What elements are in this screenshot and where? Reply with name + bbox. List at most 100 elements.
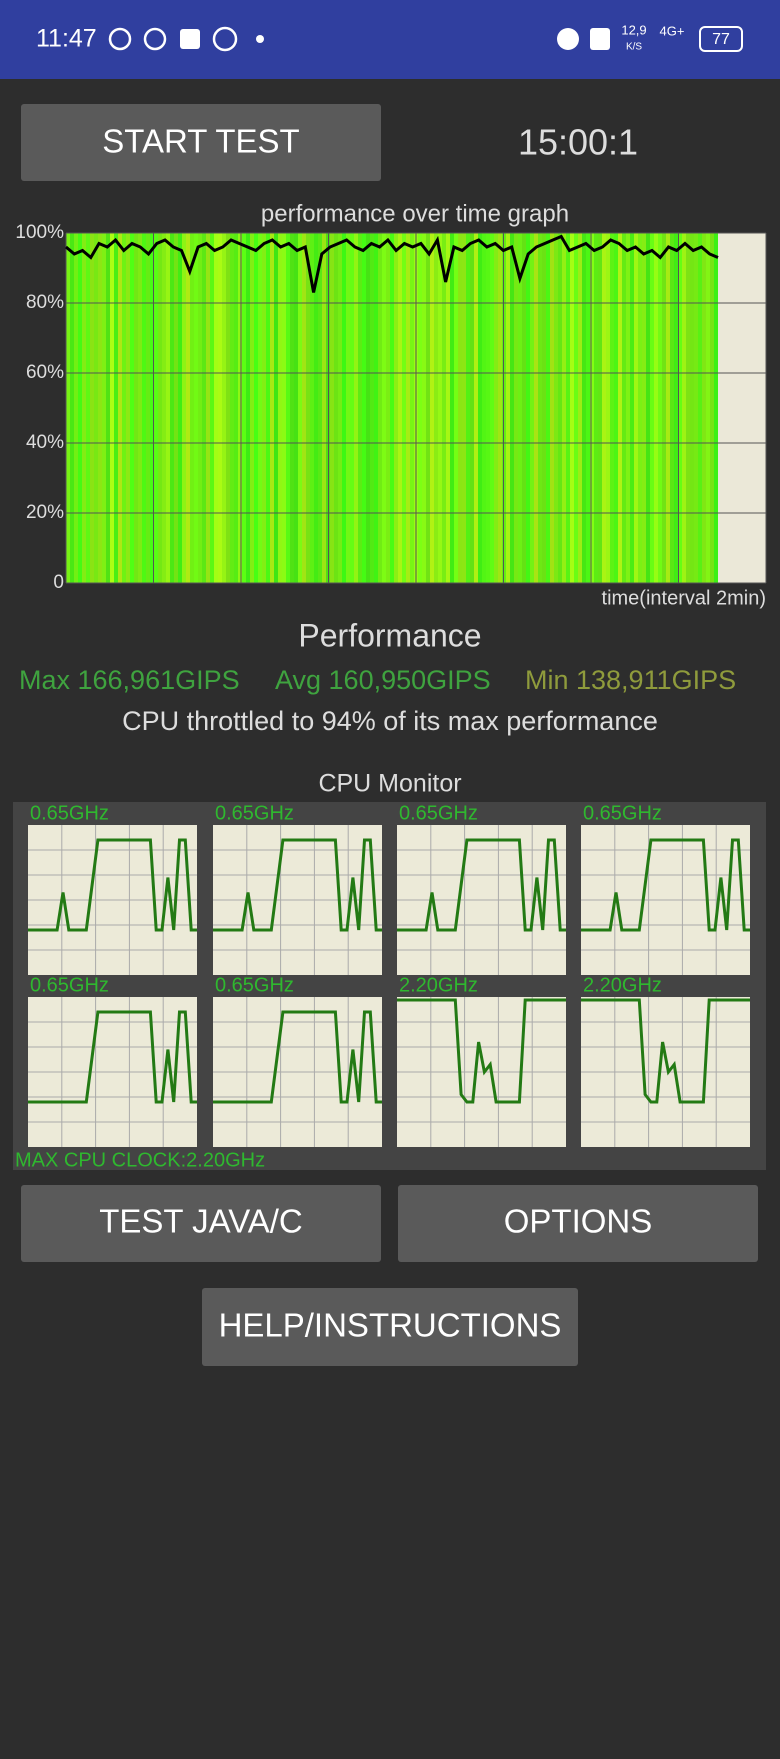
heat-stripe: [402, 233, 406, 583]
heat-stripe: [374, 233, 378, 583]
heat-stripe: [434, 233, 438, 583]
core-frequency: 0.65GHz: [30, 802, 109, 824]
heat-stripe: [398, 233, 402, 583]
network-type: 4G+: [660, 23, 685, 38]
core-trace: [28, 1010, 197, 1104]
heat-stripe: [466, 233, 470, 583]
heat-stripe: [602, 233, 606, 583]
test-java-button[interactable]: [21, 1185, 381, 1262]
heat-stripe: [190, 233, 194, 583]
heat-stripe: [590, 233, 594, 583]
core-trace: [581, 838, 750, 932]
heat-stripe: [210, 233, 214, 583]
heat-stripe: [426, 233, 430, 583]
heat-stripe: [346, 233, 350, 583]
throttle-summary: CPU throttled to 94% of its max performa…: [122, 706, 658, 736]
heat-stripe: [174, 233, 178, 583]
heat-stripe: [78, 233, 82, 583]
heat-stripe: [162, 233, 166, 583]
net-speed: 12,9: [621, 22, 646, 37]
heat-stripe: [622, 233, 626, 583]
heat-stripe: [538, 233, 542, 583]
heat-stripe: [534, 233, 538, 583]
heat-stripe: [314, 233, 318, 583]
notification-icon: [180, 29, 200, 49]
y-tick-label: 20%: [26, 502, 64, 523]
heat-stripe: [274, 233, 278, 583]
heat-stripe: [646, 233, 650, 583]
heat-stripe: [582, 233, 586, 583]
heat-stripe: [438, 233, 442, 583]
heat-stripe: [302, 233, 306, 583]
core-frequency: 2.20GHz: [583, 974, 662, 996]
heat-stripe: [706, 233, 710, 583]
heat-stripe: [158, 233, 162, 583]
heat-stripe: [146, 233, 150, 583]
core-frequency: 2.20GHz: [399, 974, 478, 996]
core-trace: [397, 838, 566, 932]
heat-stripe: [530, 233, 534, 583]
heat-stripe: [558, 233, 562, 583]
core-trace: [28, 838, 197, 932]
heat-stripe: [206, 233, 210, 583]
heat-stripe: [110, 233, 114, 583]
avg-performance: Avg 160,950GIPS: [275, 665, 491, 695]
heat-stripe: [358, 233, 362, 583]
heat-stripe: [218, 233, 222, 583]
notification-dot: [256, 35, 264, 43]
heat-stripe: [114, 233, 118, 583]
options-button[interactable]: [398, 1185, 758, 1262]
core-trace: [213, 1010, 382, 1104]
heat-stripe: [170, 233, 174, 583]
y-tick-label: 40%: [26, 432, 64, 453]
heat-stripe: [510, 233, 514, 583]
heat-stripe: [642, 233, 646, 583]
heat-stripe: [546, 233, 550, 583]
heat-stripe: [70, 233, 74, 583]
heat-stripe: [458, 233, 462, 583]
heat-stripe: [514, 233, 518, 583]
help-button[interactable]: [202, 1288, 578, 1366]
start-test-button[interactable]: [21, 104, 381, 181]
heat-stripe: [238, 233, 242, 583]
heat-stripe: [354, 233, 358, 583]
heat-stripe: [626, 233, 630, 583]
heat-stripe: [570, 233, 574, 583]
heat-stripe: [638, 233, 642, 583]
heat-stripe: [86, 233, 90, 583]
heat-stripe: [154, 233, 158, 583]
status-bar: [0, 0, 780, 79]
heat-stripe: [386, 233, 390, 583]
heat-stripe: [710, 233, 714, 583]
heat-stripe: [450, 233, 454, 583]
max-performance: Max 166,961GIPS: [19, 665, 240, 695]
heat-stripe: [518, 233, 522, 583]
heat-stripe: [686, 233, 690, 583]
heat-map: [66, 233, 718, 583]
heat-stripe: [694, 233, 698, 583]
heat-stripe: [598, 233, 602, 583]
heat-stripe: [90, 233, 94, 583]
heat-stripe: [182, 233, 186, 583]
heat-stripe: [698, 233, 702, 583]
heat-stripe: [362, 233, 366, 583]
y-tick-label: 60%: [26, 362, 64, 383]
y-tick-label: 0: [53, 572, 64, 593]
heat-stripe: [106, 233, 110, 583]
heat-stripe: [482, 233, 486, 583]
heat-stripe: [422, 233, 426, 583]
heat-stripe: [194, 233, 198, 583]
heat-stripe: [130, 233, 134, 583]
heat-stripe: [658, 233, 662, 583]
heat-stripe: [338, 233, 342, 583]
heat-stripe: [366, 233, 370, 583]
test-java-label: TEST JAVA/C: [99, 1203, 303, 1240]
heat-stripe: [610, 233, 614, 583]
heat-stripe: [542, 233, 546, 583]
y-tick-label: 100%: [15, 222, 64, 243]
heat-stripe: [630, 233, 634, 583]
heat-stripe: [306, 233, 310, 583]
heat-stripe: [574, 233, 578, 583]
battery: [699, 26, 743, 52]
